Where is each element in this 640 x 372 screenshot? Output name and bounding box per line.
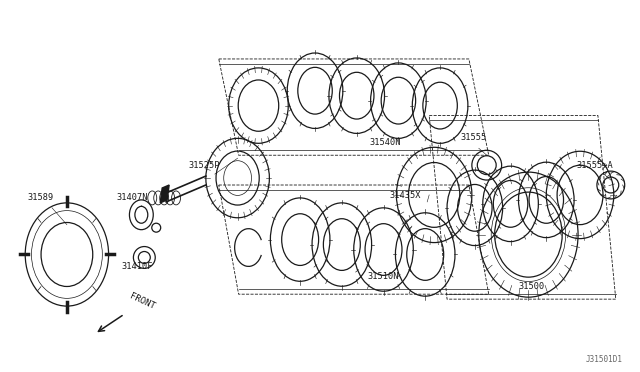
Text: 31555+A: 31555+A — [576, 161, 613, 170]
Text: FRONT: FRONT — [129, 292, 157, 311]
Polygon shape — [160, 185, 169, 203]
Text: 31510N: 31510N — [367, 272, 399, 281]
Text: 31500: 31500 — [518, 282, 545, 291]
Text: 31435X: 31435X — [390, 191, 421, 200]
Text: 31555: 31555 — [461, 133, 487, 142]
Text: 31525P: 31525P — [188, 161, 220, 170]
Text: 31410F: 31410F — [122, 262, 153, 271]
Text: 31407N: 31407N — [116, 193, 148, 202]
Text: 31589: 31589 — [28, 193, 54, 202]
Text: 31540N: 31540N — [370, 138, 401, 147]
Text: J31501D1: J31501D1 — [586, 355, 623, 364]
Ellipse shape — [25, 203, 109, 306]
